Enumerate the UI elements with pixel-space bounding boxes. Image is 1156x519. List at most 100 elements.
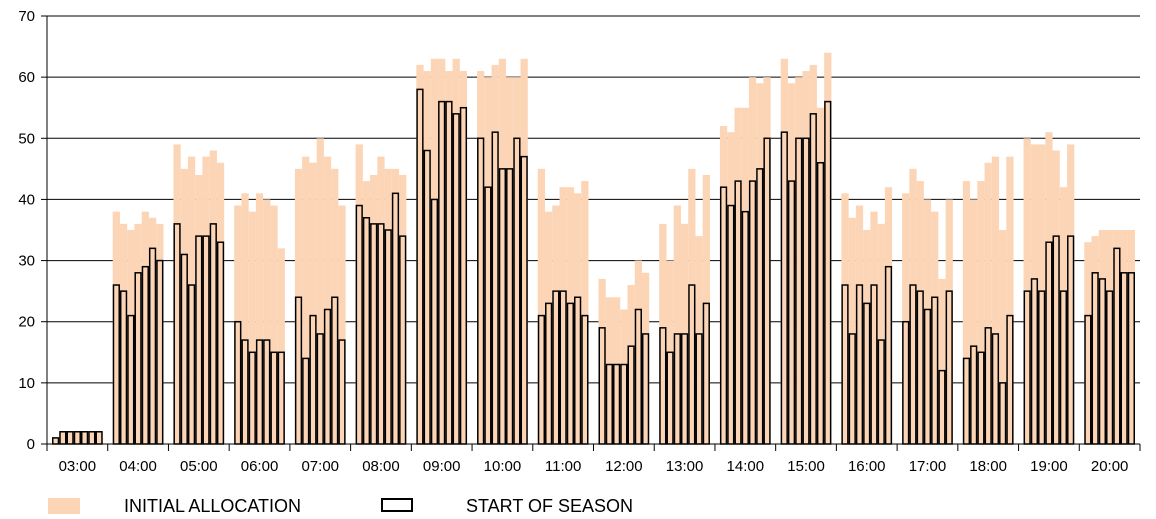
x-tick-label: 14:00 [727, 458, 765, 475]
bar-initial-allocation [727, 132, 735, 444]
bar-initial-allocation [970, 199, 978, 444]
bar-initial-allocation [377, 156, 385, 444]
bar-initial-allocation [423, 71, 431, 445]
bar-initial-allocation [605, 297, 613, 444]
x-tick-label: 18:00 [969, 458, 1007, 475]
bar-initial-allocation [702, 174, 710, 444]
y-tick-label: 10 [18, 375, 35, 392]
bar-initial-allocation [659, 223, 667, 444]
bar-initial-allocation [484, 77, 492, 445]
bar-initial-allocation [270, 205, 278, 444]
x-tick-label: 17:00 [909, 458, 947, 475]
bar-initial-allocation [984, 162, 992, 444]
bar-initial-allocation [902, 193, 910, 444]
legend: INITIAL ALLOCATION START OF SEASON [0, 494, 1156, 519]
bar-initial-allocation [202, 156, 210, 444]
x-tick-label: 08:00 [362, 458, 400, 475]
bar-initial-allocation [399, 174, 407, 444]
bar-initial-allocation [1084, 242, 1092, 444]
bar-initial-allocation [263, 199, 271, 444]
bar-initial-allocation [923, 199, 932, 444]
bar-initial-allocation [80, 431, 89, 444]
x-tick-label: 10:00 [484, 458, 522, 475]
bar-initial-allocation [909, 168, 917, 444]
bar-initial-allocation [234, 205, 242, 444]
x-tick-label: 12:00 [605, 458, 643, 475]
bar-initial-allocation [323, 156, 332, 444]
bar-initial-allocation [195, 174, 203, 444]
bar-initial-allocation [209, 150, 217, 444]
bar-initial-allocation [187, 156, 196, 444]
bar-initial-allocation [1006, 156, 1014, 444]
bar-initial-allocation [999, 230, 1007, 444]
bar-initial-allocation [1120, 230, 1128, 444]
bar-chart: 0 10 20 30 40 50 60 70 03:00 04:00 05:00 06:00 07:00… [18, 8, 1141, 475]
bar-initial-allocation [1067, 144, 1075, 444]
bar-initial-allocation [88, 431, 96, 444]
bar-initial-allocation [962, 181, 971, 445]
legend-label-start-of-season: START OF SEASON [466, 496, 634, 516]
bar-initial-allocation [1106, 230, 1114, 444]
bar-initial-allocation [877, 223, 885, 444]
bar-initial-allocation [581, 181, 589, 445]
bar-initial-allocation [112, 211, 120, 444]
x-tick-label: 15:00 [787, 458, 825, 475]
bar-initial-allocation [445, 71, 453, 445]
bar-initial-allocation [52, 437, 60, 444]
bar-initial-allocation [991, 156, 1000, 444]
bar-initial-allocation [1038, 144, 1046, 444]
bar-initial-allocation [552, 205, 560, 444]
bar-initial-allocation [763, 77, 771, 445]
bar-initial-allocation [127, 230, 135, 444]
x-tick-label: 19:00 [1030, 458, 1068, 475]
bar-initial-allocation [362, 181, 371, 445]
bar-initial-allocation [95, 431, 103, 444]
bar-initial-allocation [513, 77, 521, 445]
bar-initial-allocation [1113, 230, 1121, 444]
bar-initial-allocation [384, 168, 392, 444]
bar-initial-allocation [294, 168, 303, 444]
bar-initial-allocation [787, 83, 796, 444]
bar-initial-allocation [863, 230, 871, 444]
bar-initial-allocation [634, 260, 642, 444]
bar-initial-allocation [309, 162, 317, 444]
bar-initial-allocation [141, 211, 149, 444]
bar-initial-allocation [248, 211, 256, 444]
legend-label-initial-allocation: INITIAL ALLOCATION [124, 496, 302, 516]
bar-initial-allocation [438, 58, 446, 445]
bar-initial-allocation [148, 217, 157, 444]
bar-initial-allocation [627, 285, 635, 444]
bar-initial-allocation [620, 309, 628, 444]
bar-initial-allocation [355, 144, 363, 444]
bar-initial-allocation [537, 168, 546, 444]
bar-initial-allocation [559, 187, 567, 444]
bar-initial-allocation [741, 107, 749, 444]
bar-initial-allocation [1098, 230, 1107, 444]
x-tick-label: 07:00 [301, 458, 339, 475]
bar-initial-allocation [59, 431, 67, 444]
bar-initial-allocation [756, 83, 764, 444]
bar-initial-allocation [566, 187, 575, 444]
bar-initial-allocation [884, 187, 893, 444]
x-tick-label: 04:00 [119, 458, 157, 475]
bar-initial-allocation [695, 236, 703, 444]
bar-initial-allocation [416, 64, 424, 445]
bar-initial-allocation [66, 431, 74, 444]
y-tick-label: 70 [18, 8, 35, 25]
bar-initial-allocation [795, 77, 803, 445]
x-tick-label: 06:00 [241, 458, 279, 475]
bar-initial-allocation [945, 199, 953, 444]
bar-initial-allocation [855, 205, 864, 444]
y-tick-label: 30 [18, 253, 35, 270]
bar-initial-allocation [598, 278, 606, 444]
bar-initial-allocation [180, 168, 188, 444]
bar-initial-allocation [848, 217, 856, 444]
initial-allocation-series [52, 52, 1135, 445]
bar-initial-allocation [612, 297, 621, 444]
bar-initial-allocation [277, 248, 285, 444]
x-tick-label: 11:00 [545, 458, 581, 475]
bar-initial-allocation [491, 64, 499, 445]
y-tick-label: 50 [18, 130, 35, 147]
bar-initial-allocation [545, 211, 553, 444]
bar-initial-allocation [688, 168, 696, 444]
